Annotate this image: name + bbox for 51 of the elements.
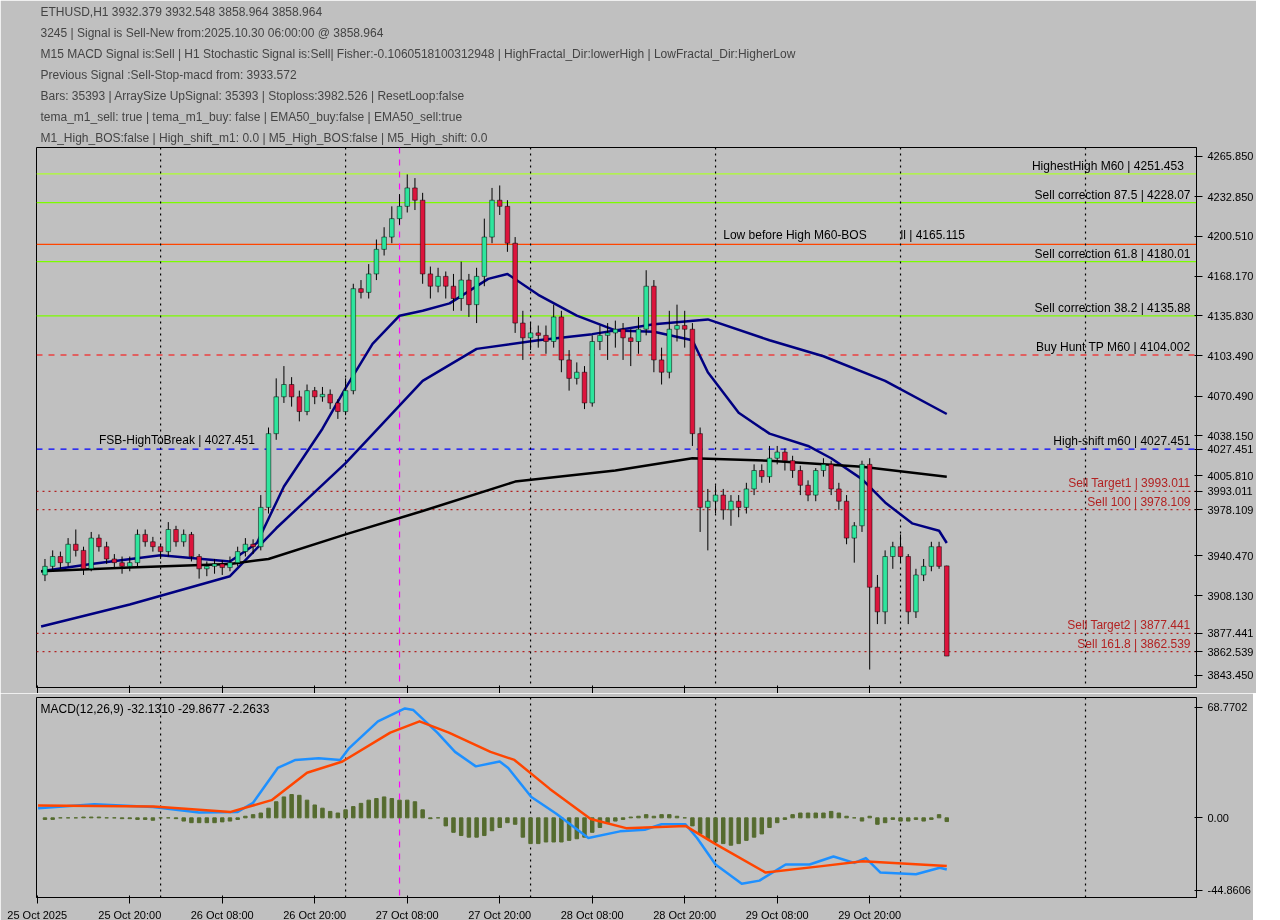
y-tick-label: 4232.850	[1207, 190, 1254, 203]
x-tick-label: 29 Oct 20:00	[838, 908, 902, 920]
ref-line-label: Sell 100 | 3978.109	[1087, 494, 1191, 509]
annotation: ll | 4165.115	[900, 228, 966, 243]
ref-line-label: High-shift m60 | 4027.451	[1053, 434, 1191, 449]
y-tick-label: 4265.850	[1207, 150, 1254, 163]
text: M15 MACD Signal is:Sell | H1 Stochastic Signal is:Sell| Fisher:-0.1060518100312948 | HighFractal_Dir:lowerHigh | LowFractal_Dir:HigherLow	[40, 47, 796, 61]
text: M1_High_BOS:false | High_shift_m1: 0.0 | M5_High_BOS:false | M5_High_shift: 0.0	[40, 131, 488, 145]
x-tick-label: 26 Oct 08:00	[190, 908, 254, 920]
y-tick-label: 4200.510	[1207, 230, 1254, 243]
x-tick-label: 28 Oct 08:00	[560, 908, 624, 920]
ref-line-label: Sell correction 87.5 | 4228.07	[1034, 187, 1191, 202]
x-tick-label: 27 Oct 08:00	[375, 908, 439, 920]
y-tick-label: 3940.470	[1207, 549, 1254, 562]
ref-line-label: Sell Target1 | 3993.011	[1068, 476, 1191, 491]
ref-line-label: Sell correction 38.2 | 4135.88	[1034, 300, 1191, 315]
x-tick-label: 28 Oct 20:00	[653, 908, 717, 920]
x-tick-label: 25 Oct 2025	[7, 908, 68, 920]
ref-line-label: HighestHigh M60 | 4251.453	[1031, 158, 1185, 173]
y-tick-label: 4027.451	[1207, 443, 1254, 456]
chart-title: MACD(12,26,9) -32.1310 -29.8677 -2.2633	[40, 701, 270, 716]
text: Previous Signal :Sell-Stop-macd from: 3933.572	[40, 68, 297, 82]
y-tick-label: 4103.490	[1207, 349, 1254, 362]
text: Bars: 35393 | ArraySize UpSignal: 35393 | Stoploss:3982.526 | ResetLoop:false	[40, 89, 465, 103]
y-tick-label: -44.8606	[1207, 884, 1251, 897]
annotation: Low before High M60-BOS	[723, 228, 867, 243]
y-tick-label: 3877.441	[1207, 627, 1254, 640]
x-tick-label: 25 Oct 20:00	[98, 908, 162, 920]
y-tick-label: 68.7702	[1207, 701, 1248, 714]
annotation: FSB-HighToBreak | 4027.451	[98, 433, 256, 448]
y-tick-label: 3978.109	[1207, 503, 1254, 516]
y-tick-label: 4168.170	[1207, 270, 1254, 283]
text: tema_m1_sell: true | tema_m1_buy: false | EMA50_buy:false | EMA50_sell:true	[40, 110, 463, 124]
x-tick-label: 27 Oct 20:00	[468, 908, 532, 920]
chart-title: ETHUSD,H1 3932.379 3932.548 3858.964 3858.964	[40, 5, 323, 19]
ref-line-label: Buy Hunt TP M60 | 4104.002	[1035, 340, 1191, 355]
y-tick-label: 4135.830	[1207, 309, 1254, 322]
y-tick-label: 4038.150	[1207, 429, 1254, 442]
y-tick-label: 4070.490	[1207, 390, 1254, 403]
ref-line-label: Sell 161.8 | 3862.539	[1077, 636, 1191, 651]
ref-line-label: Sell correction 61.8 | 4180.01	[1034, 246, 1191, 261]
y-tick-label: 3908.130	[1207, 589, 1254, 602]
y-tick-label: 3993.011	[1207, 485, 1253, 498]
text: 3245 | Signal is Sell-New from:2025.10.30 06:00:00 @ 3858.964	[40, 26, 384, 40]
y-tick-label: 3843.450	[1207, 669, 1254, 682]
ref-line-label: Sell Target2 | 3877.441	[1067, 618, 1191, 633]
y-tick-label: 0.00	[1207, 811, 1229, 824]
y-tick-label: 4005.810	[1207, 469, 1254, 482]
y-tick-label: 3862.539	[1207, 645, 1254, 658]
x-tick-label: 29 Oct 08:00	[745, 908, 809, 920]
x-tick-label: 26 Oct 20:00	[283, 908, 347, 920]
